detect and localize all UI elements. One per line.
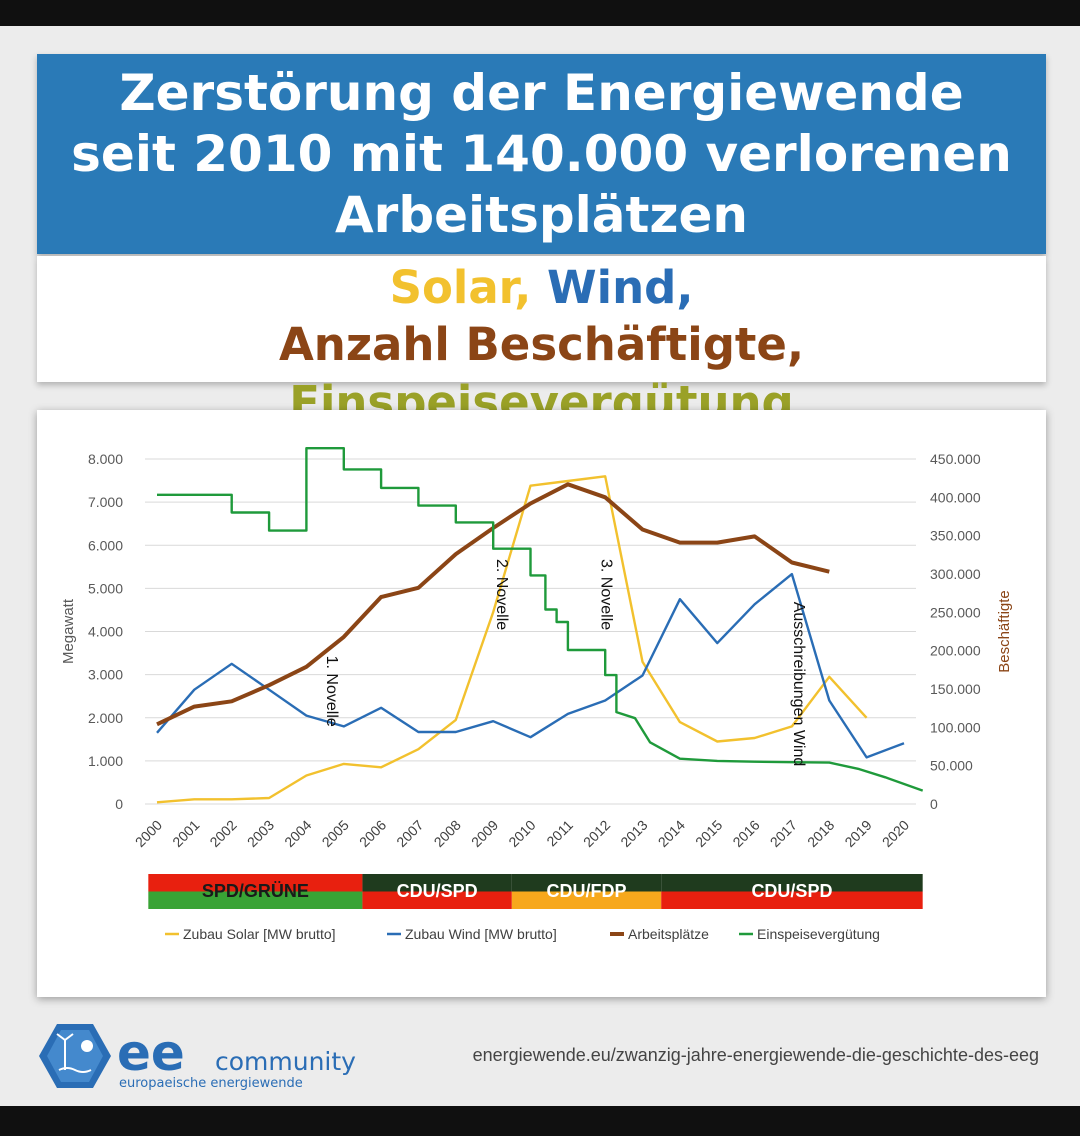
right-tick-label: 300.000 [930,566,981,582]
annotation-label: Ausschreibungen Wind [790,602,807,767]
right-tick-label: 100.000 [930,719,981,735]
left-tick-label: 7.000 [88,494,123,510]
subtitle-jobs: Anzahl Beschäftigte, [278,318,805,371]
ee-logo-graphic: ee community europaeische energiewende [39,1024,356,1091]
logo-community-text: community [215,1047,356,1076]
left-tick-label: 6.000 [88,537,123,553]
coalition-band-bottom [148,891,363,909]
x-tick-label: 2005 [319,817,352,850]
subtitle-line-1: Solar, Wind, [37,259,1046,317]
title-banner: Zerstörung der Energiewende seit 2010 mi… [37,54,1046,254]
x-tick-label: 2009 [468,817,501,850]
subtitle-solar: Solar, [389,261,532,314]
right-tick-label: 400.000 [930,489,981,505]
x-tick-label: 2013 [617,817,650,850]
source-url: energiewende.eu/zwanzig-jahre-energiewen… [472,1045,1039,1065]
x-tick-label: 2014 [655,817,688,850]
right-tick-label: 0 [930,796,938,812]
legend-label: Einspeisevergütung [757,926,880,942]
chart-card: 0 1.000 2.000 3.000 4.000 5.000 6.000 7.000 8.00… [37,410,1046,997]
left-tick-label: 5.000 [88,580,123,596]
coalition-label: CDU/FDP [547,881,627,901]
coalition-band-bottom [362,891,512,909]
x-tick-label: 2019 [841,817,874,850]
x-tick-label: 2002 [206,817,239,850]
x-tick-label: 2011 [543,817,576,850]
annotation-label: 2. Novelle [493,559,510,630]
annotation-label: 3. Novelle [597,559,614,630]
x-tick-label: 2003 [244,817,277,850]
legend-label: Arbeitsplätze [628,926,709,942]
top-frame-bar [0,0,1080,26]
logo-tagline: europaeische energiewende [119,1076,303,1091]
series-line-Zubau Solar [MW brutto] [156,475,868,804]
x-tick-label: 2006 [356,817,389,850]
bottom-frame-bar [0,1106,1080,1136]
coalition-label: CDU/SPD [397,881,478,901]
x-tick-label: 2004 [281,817,314,850]
x-tick-label: 2000 [132,817,165,850]
coalition-band-bottom [511,891,662,909]
coalition-band-top [661,874,923,892]
subtitle-wind: Wind, [547,261,694,314]
x-tick-label: 2007 [393,817,426,850]
x-tick-label: 2015 [692,817,725,850]
subtitle-line-2: Anzahl Beschäftigte, Einspeisevergütung [37,316,1046,432]
left-axis-label: Megawatt [60,598,77,664]
logo-wave-icon [58,1067,92,1073]
right-tick-label: 50.000 [930,758,973,774]
x-tick-label: 2010 [505,817,538,850]
x-tick-label: 2001 [169,817,202,850]
left-tick-label: 1.000 [88,753,123,769]
title-line-3: Arbeitsplätzen [334,186,749,244]
x-tick-label: 2020 [879,817,912,850]
series-line-Einspeisevergütung [157,447,924,792]
title-line-2: seit 2010 mit 140.000 verlorenen [71,125,1012,183]
right-tick-label: 450.000 [930,451,981,467]
coalition-band-top [362,874,512,892]
left-tick-label: 3.000 [88,667,123,683]
coalition-band-bottom [661,891,923,909]
right-tick-label: 150.000 [930,681,981,697]
right-tick-label: 250.000 [930,604,981,620]
left-tick-label: 4.000 [88,624,123,640]
x-tick-label: 2008 [431,817,464,850]
coalition-label: CDU/SPD [751,881,832,901]
legend-label: Zubau Solar [MW brutto] [183,926,336,942]
logo-sun-icon [81,1040,93,1052]
ee-community-logo: ee community europaeische energiewende [35,1020,375,1095]
x-tick-label: 2017 [767,817,800,850]
series-line-Zubau Wind [MW brutto] [156,572,905,759]
x-tick-label: 2016 [729,817,762,850]
coalition-band-top [148,874,363,892]
left-tick-label: 2.000 [88,710,123,726]
energy-chart: 0 1.000 2.000 3.000 4.000 5.000 6.000 7.000 8.00… [60,447,1013,942]
logo-ee-text: ee [117,1024,185,1082]
right-tick-label: 200.000 [930,643,981,659]
left-tick-label: 8.000 [88,451,123,467]
legend-label: Zubau Wind [MW brutto] [405,926,557,942]
left-tick-label: 0 [115,796,123,812]
right-tick-label: 350.000 [930,528,981,544]
x-tick-label: 2018 [804,817,837,850]
annotation-label: 1. Novelle [323,656,340,727]
subtitle-banner: Solar, Wind, Anzahl Beschäftigte, Einspe… [37,256,1046,429]
right-axis-label: Beschäftigte [996,590,1013,673]
coalition-band-top [511,874,662,892]
coalition-label: SPD/GRÜNE [202,881,309,901]
title-line-1: Zerstörung der Energiewende [119,64,964,122]
x-tick-label: 2012 [580,817,613,850]
